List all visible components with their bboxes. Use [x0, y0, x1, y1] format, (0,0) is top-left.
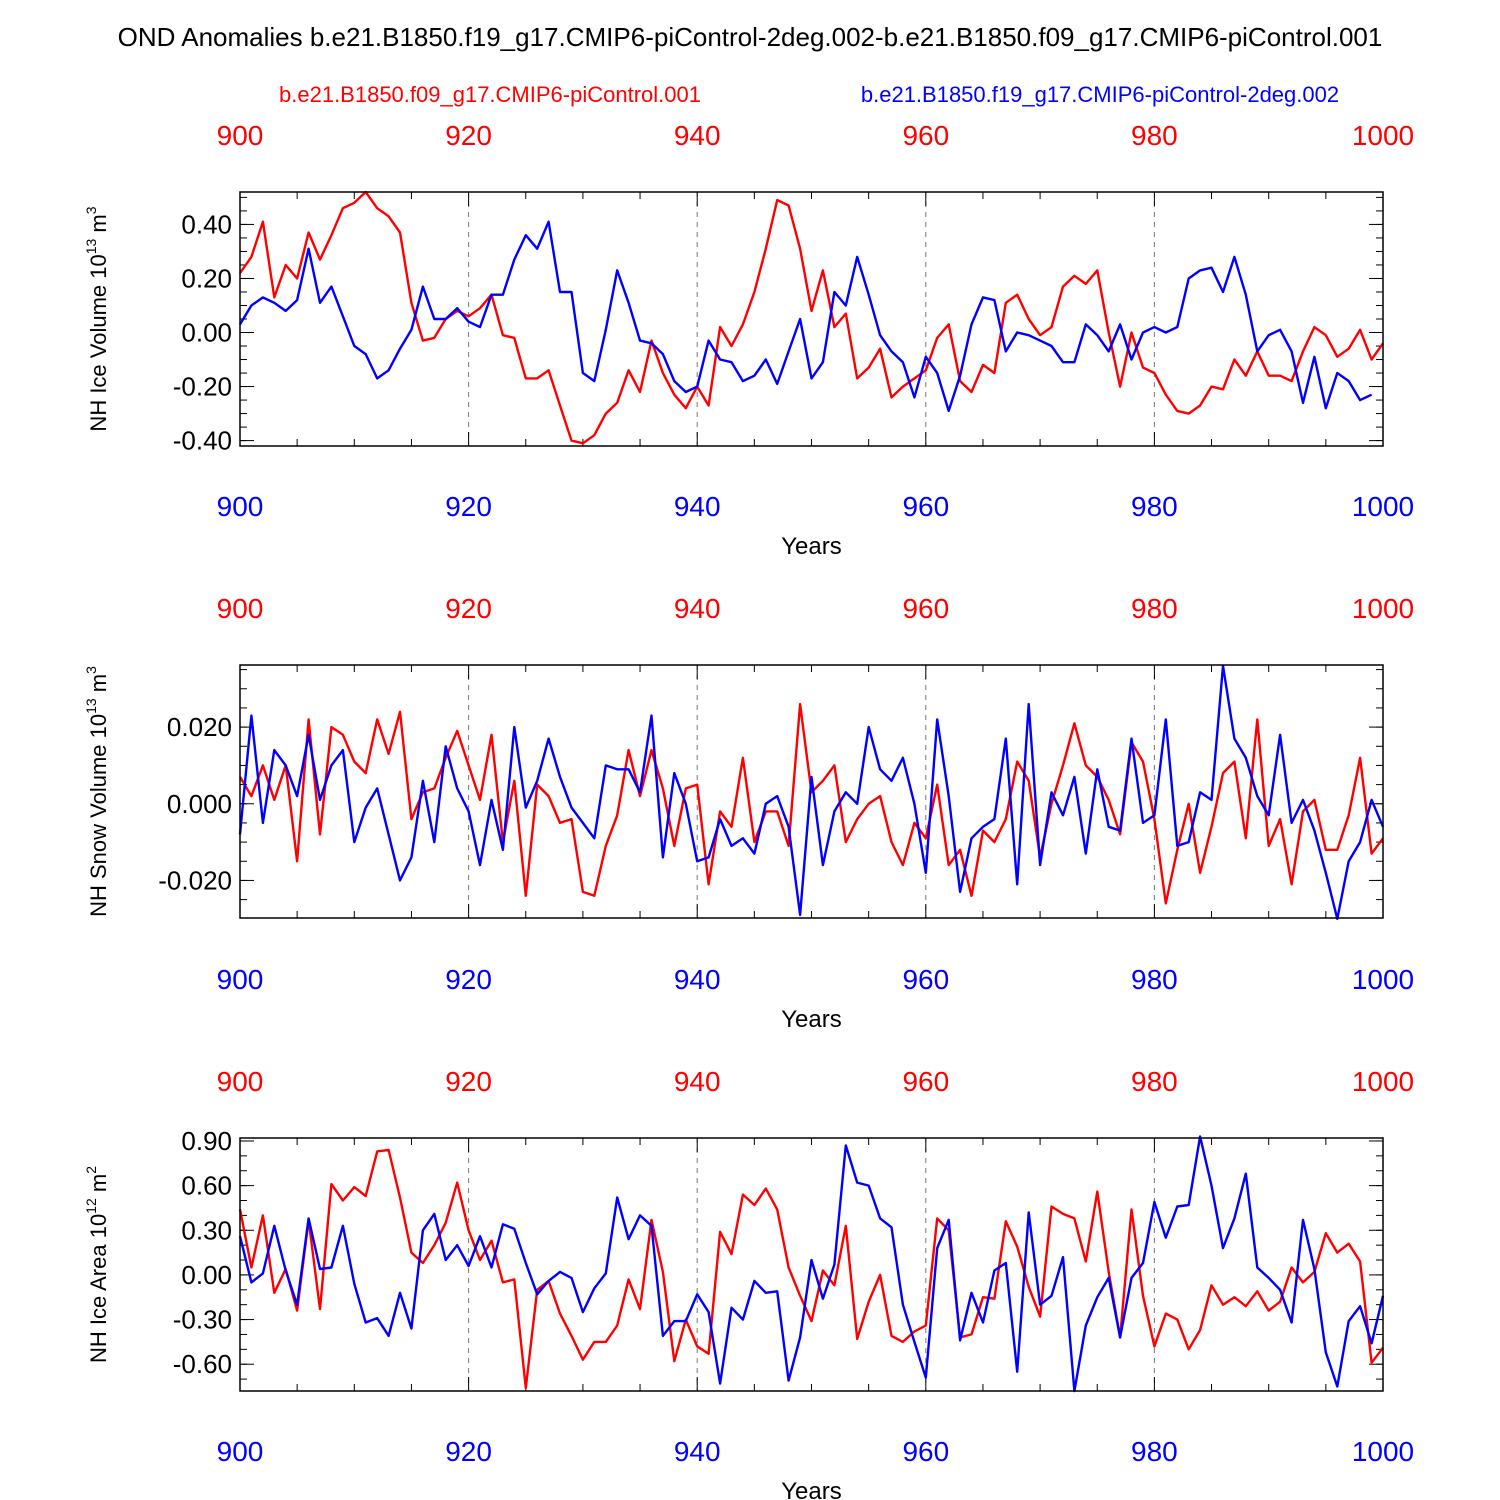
y-tick-label: 0.20 [181, 263, 232, 293]
top-x-tick-label: 980 [1131, 120, 1178, 151]
top-x-tick-label: 960 [902, 593, 949, 624]
top-x-tick-label: 920 [445, 120, 492, 151]
plot-frame [239, 191, 1384, 447]
plot-frame [239, 1137, 1384, 1392]
bottom-x-tick-label: 980 [1131, 964, 1178, 995]
y-tick-label: 0.30 [181, 1215, 232, 1245]
y-axis-label: NH Ice Area 1012 m2 [83, 1166, 111, 1363]
series-line-blue [238, 220, 1373, 413]
y-tick-label: 0.00 [181, 1260, 232, 1290]
bottom-x-tick-label: 1000 [1352, 1436, 1414, 1467]
bottom-x-tick-label: 920 [445, 964, 492, 995]
bottom-x-tick-label: 940 [674, 491, 721, 522]
series-line-red [238, 1148, 1384, 1390]
top-x-tick-label: 980 [1131, 1066, 1178, 1097]
top-x-tick-label: 940 [674, 1066, 721, 1097]
y-tick-label: -0.020 [158, 865, 232, 895]
y-tick-label: -0.20 [173, 372, 232, 402]
top-x-tick-label: 900 [217, 593, 264, 624]
top-x-tick-label: 1000 [1352, 1066, 1414, 1097]
series-line-red [239, 190, 1384, 445]
bottom-x-tick-label: 960 [902, 964, 949, 995]
bottom-x-tick-label: 960 [902, 491, 949, 522]
y-tick-label: 0.00 [181, 318, 232, 348]
top-x-tick-label: 1000 [1352, 593, 1414, 624]
bottom-x-tick-label: 920 [445, 1436, 492, 1467]
top-x-tick-label: 920 [445, 1066, 492, 1097]
bottom-x-tick-label: 1000 [1352, 491, 1414, 522]
y-tick-label: 0.60 [181, 1171, 232, 1201]
bottom-x-tick-label: 980 [1131, 1436, 1178, 1467]
top-x-tick-label: 900 [217, 1066, 264, 1097]
top-x-tick-label: 940 [674, 120, 721, 151]
y-tick-label: 0.020 [167, 712, 232, 742]
y-tick-label: -0.40 [173, 426, 232, 456]
top-x-tick-label: 900 [217, 120, 264, 151]
chart-panel-2: -0.020 0.000 0.020 900 900 920 920 940 940 960 960… [83, 593, 1414, 1033]
bottom-x-tick-label: 920 [445, 491, 492, 522]
y-tick-label: 0.90 [181, 1126, 232, 1156]
x-axis-label: Years [781, 533, 842, 560]
series-line-blue [238, 664, 1385, 920]
legend-blue-label: b.e21.B1850.f19_g17.CMIP6-piControl-2deg… [861, 82, 1339, 107]
plot-frame [239, 664, 1384, 919]
top-x-tick-label: 960 [902, 1066, 949, 1097]
x-axis-label: Years [781, 1478, 842, 1500]
top-x-tick-label: 920 [445, 593, 492, 624]
top-x-tick-label: 1000 [1352, 120, 1414, 151]
chart-panel-1: -0.40 -0.20 0.00 0.20 0.40 900 900 920 920 940 940… [83, 120, 1414, 560]
y-tick-label: 0.000 [167, 789, 232, 819]
series-line-red [238, 702, 1384, 905]
y-axis-label: NH Snow Volume 1013 m3 [83, 666, 111, 917]
bottom-x-tick-label: 1000 [1352, 964, 1414, 995]
bottom-x-tick-label: 980 [1131, 491, 1178, 522]
bottom-x-tick-label: 940 [674, 1436, 721, 1467]
y-tick-label: -0.60 [173, 1349, 232, 1379]
top-x-tick-label: 980 [1131, 593, 1178, 624]
y-axis-label: NH Ice Volume 1013 m3 [83, 206, 111, 431]
bottom-x-tick-label: 900 [217, 1436, 264, 1467]
chart-panel-3: -0.60 -0.30 0.00 0.30 0.60 0.90 900 900 920 920 94… [83, 1066, 1414, 1500]
legend-red-label: b.e21.B1850.f09_g17.CMIP6-piControl.001 [279, 82, 701, 107]
y-tick-label: -0.30 [173, 1305, 232, 1335]
top-x-tick-label: 960 [902, 120, 949, 151]
series-line-blue [238, 1135, 1385, 1393]
bottom-x-tick-label: 940 [674, 964, 721, 995]
bottom-x-tick-label: 900 [217, 491, 264, 522]
bottom-x-tick-label: 960 [902, 1436, 949, 1467]
bottom-x-tick-label: 900 [217, 964, 264, 995]
y-tick-label: 0.40 [181, 209, 232, 239]
x-axis-label: Years [781, 1006, 842, 1033]
top-x-tick-label: 940 [674, 593, 721, 624]
figure-title: OND Anomalies b.e21.B1850.f19_g17.CMIP6-… [118, 22, 1383, 52]
